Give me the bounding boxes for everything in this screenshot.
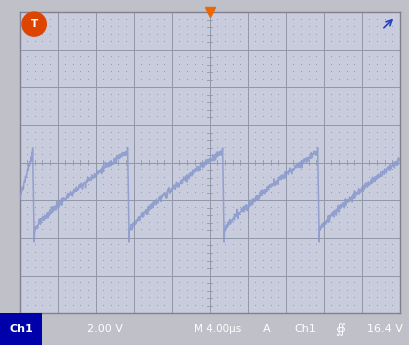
Text: ∯: ∯: [334, 323, 344, 336]
Text: T: T: [30, 19, 38, 29]
Text: 2.00 V: 2.00 V: [87, 324, 123, 334]
Text: Ch1: Ch1: [293, 324, 315, 334]
Text: 16.4 V: 16.4 V: [366, 324, 402, 334]
Text: M 4.00μs: M 4.00μs: [194, 324, 241, 334]
Text: A: A: [263, 324, 270, 334]
Circle shape: [22, 12, 46, 36]
Text: Ch1: Ch1: [9, 324, 33, 334]
Bar: [0, 313, 42, 345]
